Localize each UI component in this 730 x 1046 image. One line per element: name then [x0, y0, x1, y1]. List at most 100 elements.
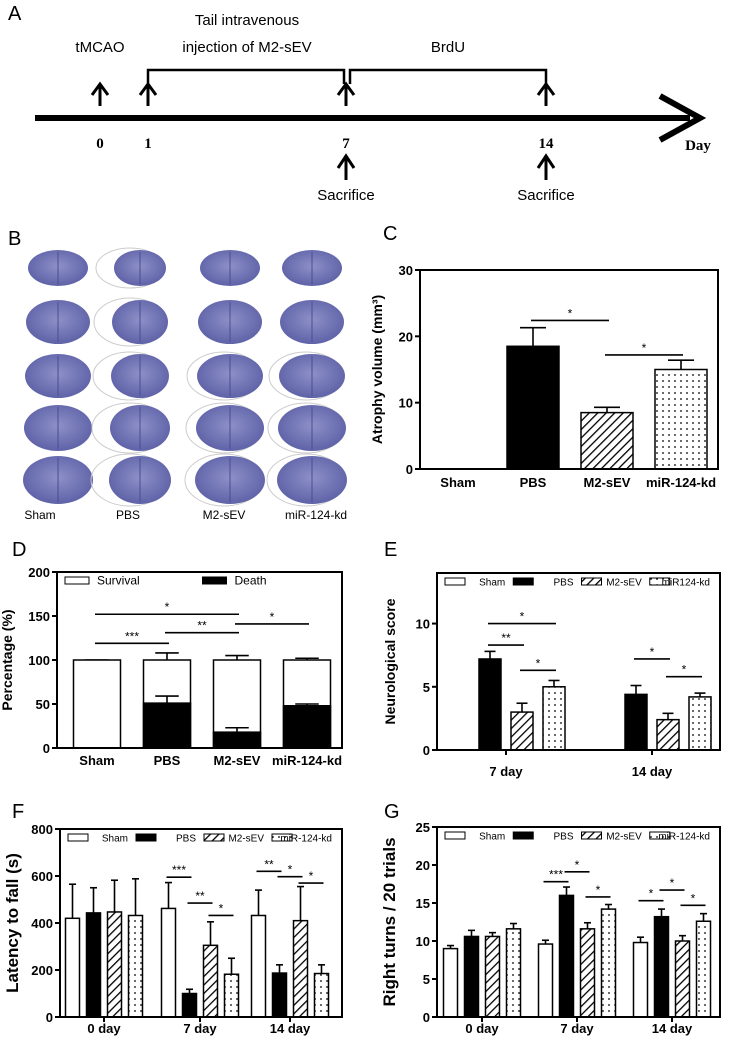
significance-label: ***: [172, 863, 186, 877]
up-arrow-icon: [90, 81, 110, 96]
legend-label: Sham: [479, 832, 505, 843]
brain-section: [282, 250, 342, 286]
bar: [181, 992, 198, 1018]
significance-label: *: [288, 863, 293, 877]
legend-swatch: [64, 576, 90, 585]
y-axis-label: Atrophy volume (mm³): [369, 295, 385, 444]
bar: [85, 912, 102, 1018]
significance-label: **: [195, 889, 205, 903]
bar: [654, 368, 708, 470]
bar: [223, 973, 240, 1018]
panel-label: E: [384, 539, 397, 561]
significance-label: *: [642, 341, 647, 355]
bar: [142, 702, 192, 749]
bar: [463, 935, 480, 1018]
brain-section: [267, 402, 346, 454]
y-axis-label: Latency to fall (s): [3, 853, 22, 993]
x-tick-label: miR-124-kd: [272, 753, 342, 768]
bracket1-line2: injection of M2-sEV: [182, 39, 311, 56]
chart-panel-f: F 0 200 400 600 800 0 day 7 day 14 day Latency to…: [3, 801, 343, 1036]
significance-label: **: [197, 619, 207, 633]
brain-section: [198, 300, 262, 344]
legend-swatch: [444, 831, 466, 840]
brain-section: [92, 351, 169, 401]
x-tick-label: 7 day: [560, 1021, 594, 1036]
brain-section: [266, 453, 347, 507]
bar: [542, 686, 566, 751]
column-label: M2-sEV: [203, 508, 246, 522]
timeline-arrowhead: [658, 93, 707, 143]
legend-label: PBS: [553, 578, 573, 589]
significance-label: ***: [549, 868, 563, 882]
brain-section: [186, 351, 263, 401]
bar: [127, 914, 144, 1018]
sacrifice-14: Sacrifice: [517, 187, 575, 204]
significance-label: *: [691, 891, 696, 905]
bar: [688, 696, 712, 751]
bar: [558, 894, 575, 1018]
tick-14: 14: [539, 136, 555, 152]
legend-swatch: [512, 577, 534, 586]
panel-label: F: [12, 801, 24, 823]
x-tick-label: Sham: [79, 753, 114, 768]
plot-frame: [436, 572, 721, 751]
bar: [442, 947, 459, 1018]
column-label: Sham: [24, 508, 55, 522]
brain-section: [28, 250, 88, 286]
legend-label: miR-124-kd: [280, 834, 332, 845]
brain-section-grid: [23, 247, 347, 507]
bar: [271, 972, 288, 1018]
bar: [505, 928, 522, 1018]
legend-label: miR124-kd: [662, 578, 710, 589]
y-tick-label: 5: [423, 680, 430, 695]
significance-label: *: [670, 876, 675, 890]
panel-label: B: [8, 228, 21, 250]
legend-swatch: [581, 577, 602, 586]
charts: C 0 10 20 30 Sham PBS M2-sEV miR-124-kd Atrophy v…: [0, 223, 721, 1036]
plot-frame: [419, 269, 719, 470]
chart-panel-g: G 0 5 10 15 20 25 0 day 7 day 14 day Right turns /…: [380, 801, 721, 1036]
y-tick-label: 0: [423, 743, 430, 758]
panel-label: D: [12, 539, 26, 561]
x-tick-label: miR-124-kd: [646, 475, 716, 490]
legend-label: Sham: [479, 578, 505, 589]
significance-label: *: [596, 883, 601, 897]
x-tick-label: 14 day: [270, 1021, 311, 1036]
x-tick-label: 0 day: [465, 1021, 499, 1036]
y-axis-label: Right turns / 20 trials: [380, 837, 399, 1006]
panel-label: G: [384, 801, 400, 823]
bar: [250, 914, 267, 1018]
x-tick-label: M2-sEV: [584, 475, 631, 490]
y-tick-label: 200: [28, 565, 50, 580]
brain-section: [91, 402, 170, 454]
x-tick-label: PBS: [520, 475, 547, 490]
significance-label: **: [501, 631, 511, 645]
bar: [600, 908, 617, 1018]
y-tick-label: 20: [399, 329, 413, 344]
y-tick-label: 800: [31, 822, 53, 837]
bar: [478, 658, 502, 751]
significance-label: *: [536, 656, 541, 670]
brain-section: [90, 453, 171, 507]
event-tmcao: tMCAO: [75, 39, 124, 56]
x-tick-label: PBS: [154, 753, 181, 768]
legend-swatch: [135, 833, 157, 842]
significance-label: *: [649, 887, 654, 901]
bar: [484, 935, 501, 1018]
brain-section: [93, 297, 168, 347]
bar: [282, 705, 332, 749]
y-axis-label: Neurological score: [382, 598, 398, 724]
legend-swatch: [203, 833, 225, 842]
significance-label: *: [219, 901, 224, 915]
significance-label: *: [568, 306, 573, 320]
chart-panel-d: D 0 50 100 150 200 Sham PBS M2-sEV miR-124-kd Perc…: [0, 539, 343, 768]
legend-swatch: [202, 576, 227, 585]
brain-section: [268, 351, 345, 401]
legend-label: M2-sEV: [606, 832, 642, 843]
legend-swatch: [649, 577, 671, 586]
bar: [106, 911, 123, 1018]
bar: [579, 928, 596, 1018]
plot-frame: [436, 826, 721, 1018]
